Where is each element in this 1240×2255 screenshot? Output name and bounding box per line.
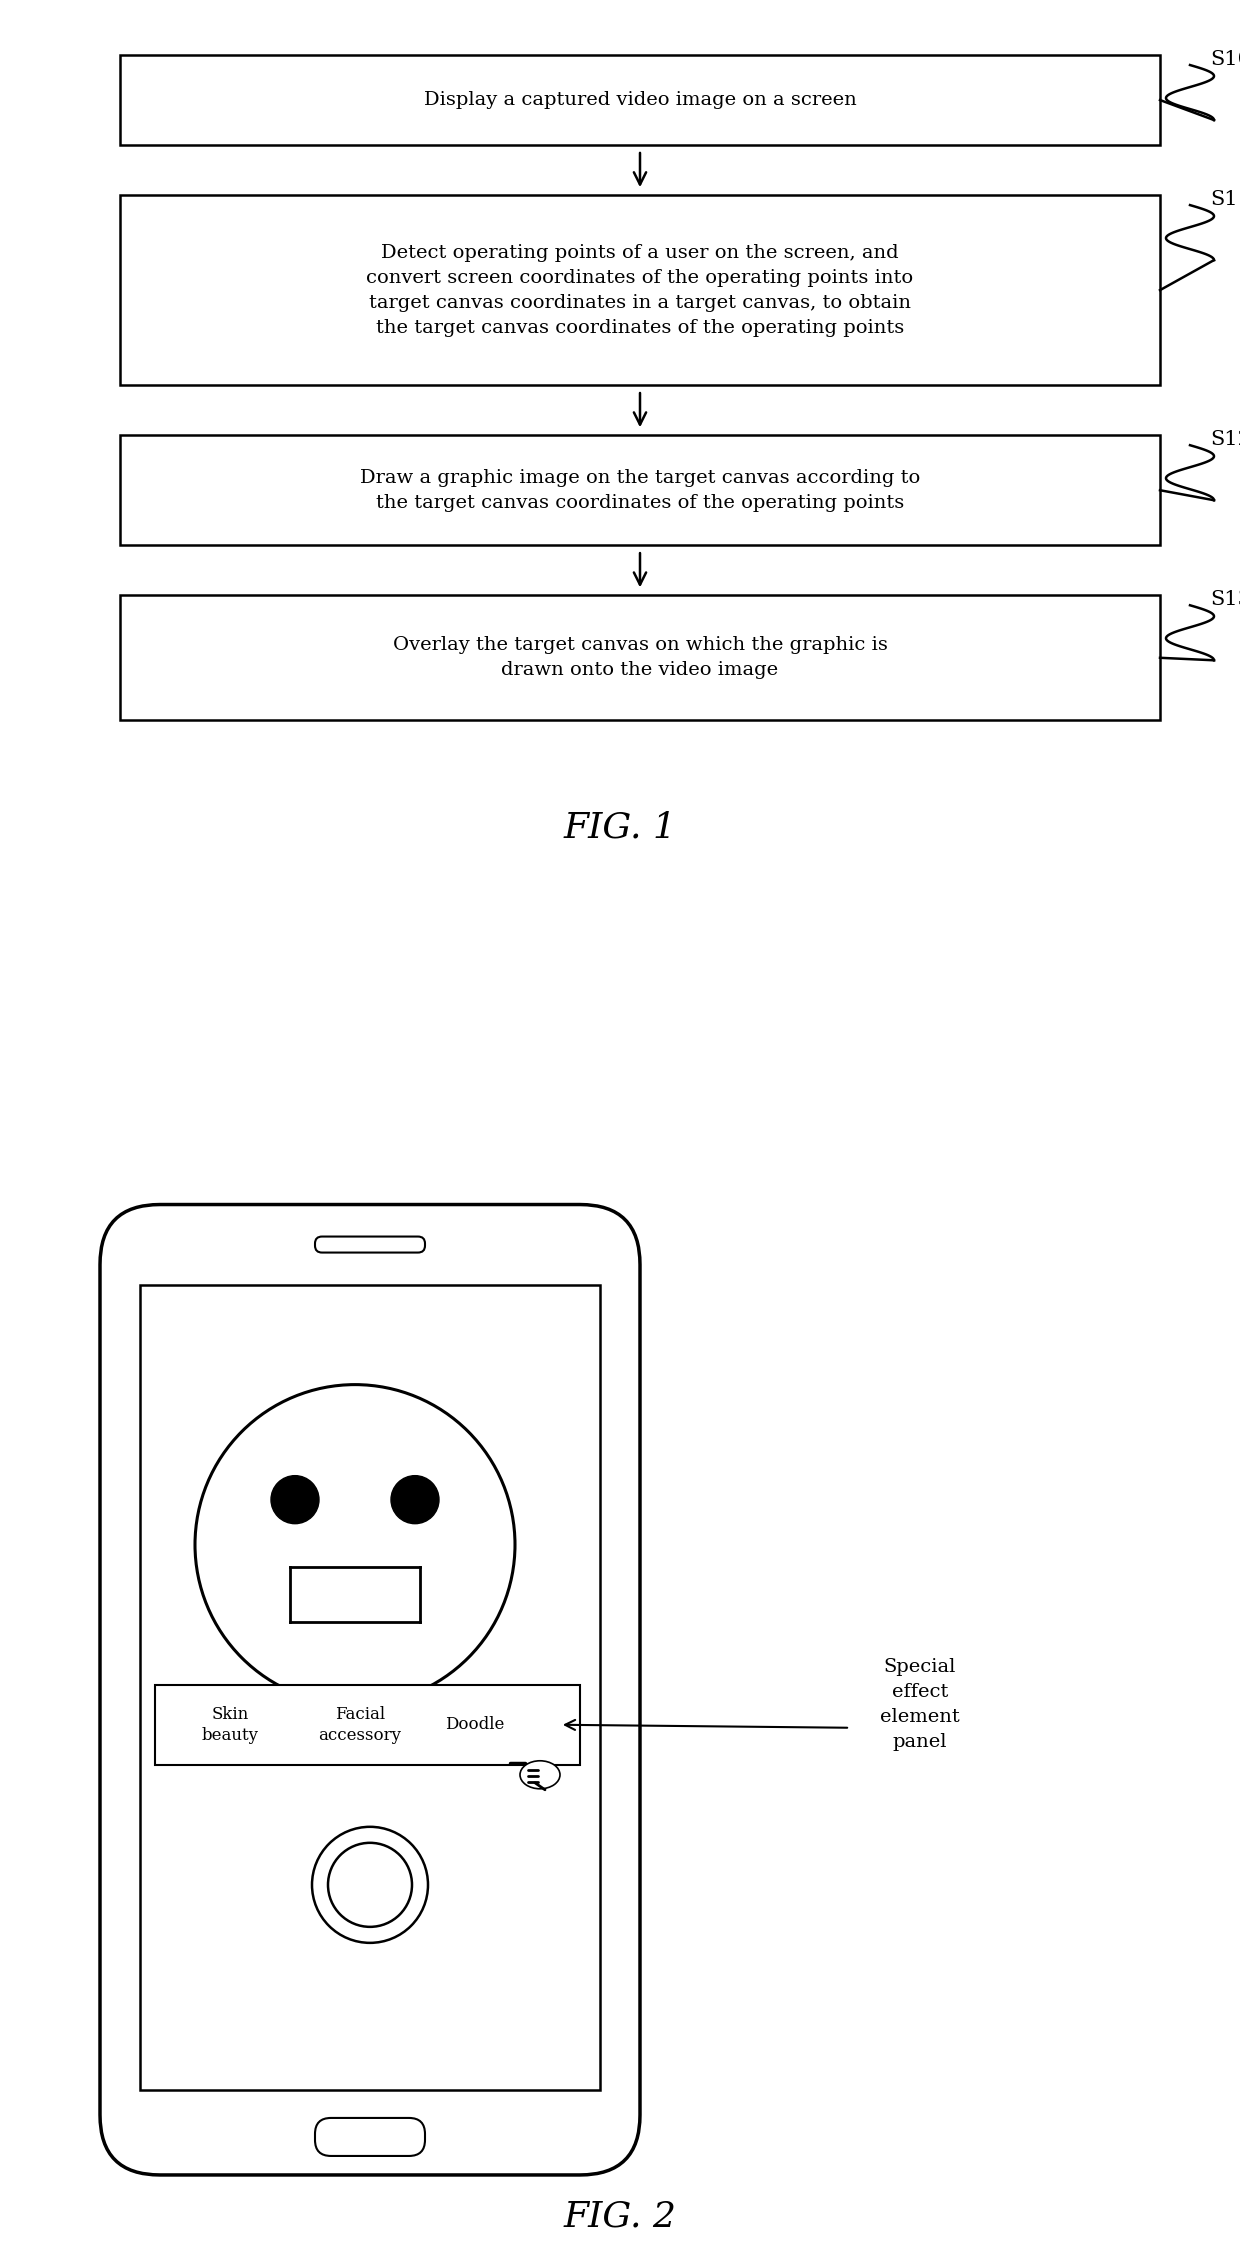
Text: S100: S100 <box>1210 50 1240 70</box>
Circle shape <box>312 1827 428 1944</box>
Text: Doodle: Doodle <box>445 1716 505 1734</box>
FancyBboxPatch shape <box>315 2117 425 2156</box>
FancyBboxPatch shape <box>315 1236 425 1252</box>
FancyBboxPatch shape <box>100 1204 640 2176</box>
Text: FIG. 2: FIG. 2 <box>563 2201 677 2235</box>
Bar <box>140 1285 600 2090</box>
Bar <box>120 435 1159 546</box>
Circle shape <box>272 1475 319 1524</box>
Text: Display a captured video image on a screen: Display a captured video image on a scre… <box>424 90 857 108</box>
Circle shape <box>391 1475 439 1524</box>
Bar <box>120 595 1159 719</box>
Text: S120: S120 <box>1210 431 1240 449</box>
Text: FIG. 1: FIG. 1 <box>563 810 677 843</box>
Text: S130: S130 <box>1210 591 1240 609</box>
Text: S110: S110 <box>1210 189 1240 210</box>
Text: Detect operating points of a user on the screen, and
convert screen coordinates : Detect operating points of a user on the… <box>367 244 914 336</box>
Text: Skin
beauty: Skin beauty <box>201 1705 258 1743</box>
Circle shape <box>329 1842 412 1926</box>
Text: Facial
accessory: Facial accessory <box>319 1705 402 1743</box>
Bar <box>155 1684 580 1766</box>
Text: Overlay the target canvas on which the graphic is
drawn onto the video image: Overlay the target canvas on which the g… <box>393 636 888 679</box>
Circle shape <box>195 1385 515 1705</box>
Bar <box>120 54 1159 144</box>
Bar <box>120 196 1159 386</box>
Text: Draw a graphic image on the target canvas according to
the target canvas coordin: Draw a graphic image on the target canva… <box>360 469 920 512</box>
Text: Special
effect
element
panel: Special effect element panel <box>880 1657 960 1752</box>
Ellipse shape <box>520 1761 560 1788</box>
